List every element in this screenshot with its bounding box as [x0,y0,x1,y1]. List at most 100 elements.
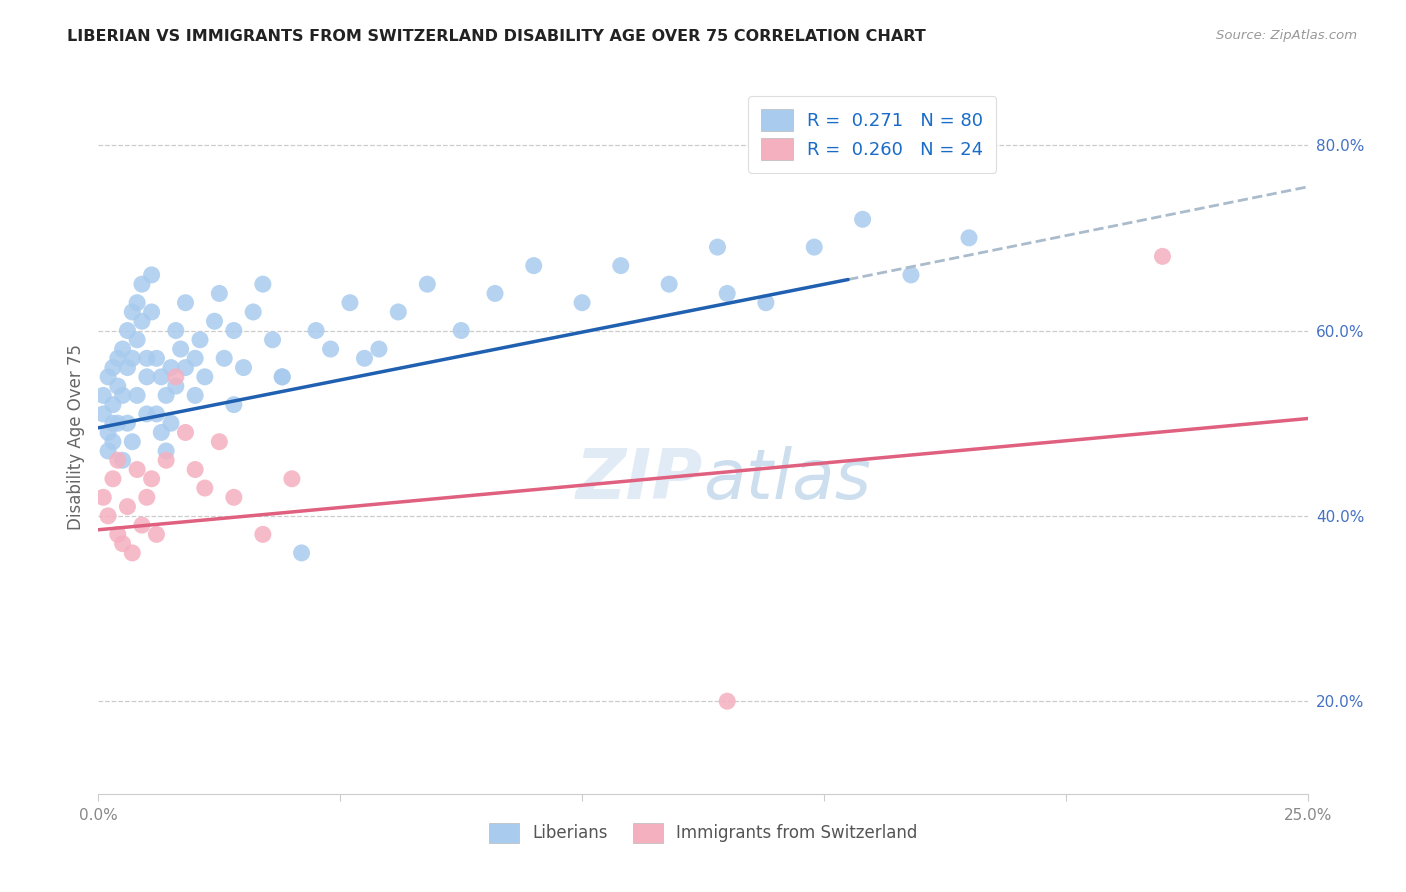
Point [523,259,546,273]
Point [232,360,254,375]
Point [716,286,738,301]
Point [194,481,217,495]
Point [101,472,124,486]
Point [271,369,294,384]
Point [97,508,120,523]
Point [117,360,139,375]
Point [141,472,163,486]
Point [353,351,375,366]
Point [368,342,391,356]
Point [131,518,153,533]
Point [716,694,738,708]
Point [127,333,149,347]
Point [107,351,129,366]
Point [212,351,235,366]
Point [222,491,245,505]
Point [208,434,231,449]
Point [184,388,207,402]
Point [184,462,207,476]
Point [174,295,197,310]
Point [135,351,157,366]
Point [121,546,143,560]
Point [957,231,980,245]
Point [281,472,304,486]
Point [160,360,183,375]
Text: ZIP: ZIP [575,446,703,514]
Point [131,277,153,292]
Point [165,379,187,393]
Point [339,295,361,310]
Point [91,491,114,505]
Point [127,388,149,402]
Point [450,324,472,338]
Point [141,268,163,282]
Point [117,416,139,430]
Point [252,527,274,541]
Point [222,398,245,412]
Point [111,453,134,467]
Point [150,425,173,440]
Point [184,351,207,366]
Point [1152,249,1174,263]
Point [174,360,197,375]
Point [117,324,139,338]
Point [107,416,129,430]
Point [222,324,245,338]
Point [319,342,342,356]
Point [135,369,157,384]
Point [188,333,211,347]
Point [165,324,187,338]
Point [305,324,328,338]
Point [150,369,173,384]
Point [658,277,681,292]
Point [111,342,134,356]
Point [290,546,312,560]
Legend: Liberians, Immigrants from Switzerland: Liberians, Immigrants from Switzerland [482,816,924,850]
Point [155,444,177,458]
Point [121,305,143,319]
Point [91,388,114,402]
Point [242,305,264,319]
Point [131,314,153,328]
Point [387,305,409,319]
Point [145,527,167,541]
Point [111,536,134,550]
Point [160,416,183,430]
Point [97,444,120,458]
Point [135,491,157,505]
Point [97,369,120,384]
Point [174,425,197,440]
Point [416,277,439,292]
Y-axis label: Disability Age Over 75: Disability Age Over 75 [66,344,84,530]
Point [803,240,825,254]
Point [107,379,129,393]
Point [141,305,163,319]
Point [610,259,633,273]
Point [194,369,217,384]
Point [107,527,129,541]
Point [852,212,875,227]
Point [121,351,143,366]
Point [91,407,114,421]
Point [117,500,139,514]
Point [755,295,778,310]
Point [127,295,149,310]
Point [155,453,177,467]
Text: Source: ZipAtlas.com: Source: ZipAtlas.com [1216,29,1357,42]
Point [252,277,274,292]
Point [262,333,284,347]
Point [145,351,167,366]
Text: LIBERIAN VS IMMIGRANTS FROM SWITZERLAND DISABILITY AGE OVER 75 CORRELATION CHART: LIBERIAN VS IMMIGRANTS FROM SWITZERLAND … [67,29,927,44]
Point [107,453,129,467]
Point [127,462,149,476]
Point [706,240,728,254]
Point [101,398,124,412]
Point [208,286,231,301]
Point [111,388,134,402]
Point [145,407,167,421]
Point [155,388,177,402]
Point [101,360,124,375]
Point [571,295,593,310]
Point [271,369,294,384]
Point [121,434,143,449]
